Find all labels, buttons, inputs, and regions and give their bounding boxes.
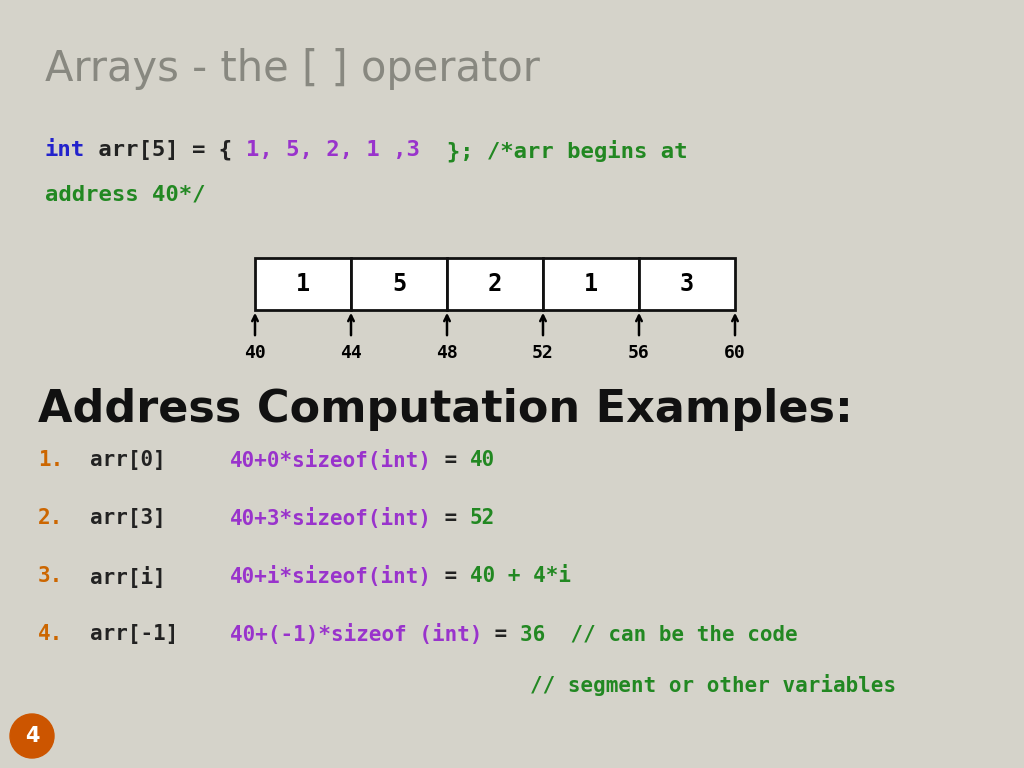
Text: 40+i*sizeof(int): 40+i*sizeof(int)	[230, 566, 432, 587]
Text: 40+3*sizeof(int): 40+3*sizeof(int)	[230, 508, 432, 529]
Text: =: =	[482, 624, 520, 644]
Text: 40: 40	[244, 344, 266, 362]
Text: 40: 40	[470, 450, 496, 470]
Text: arr[3]: arr[3]	[90, 508, 166, 528]
Text: arr[5] = {: arr[5] = {	[85, 140, 246, 161]
Text: arr[0]: arr[0]	[90, 450, 166, 470]
Text: 48: 48	[436, 344, 458, 362]
Text: 1: 1	[296, 272, 310, 296]
Bar	[351, 258, 447, 310]
Text: =: =	[432, 450, 470, 470]
Text: 40+0*sizeof(int): 40+0*sizeof(int)	[230, 450, 432, 471]
Text: 56: 56	[628, 344, 650, 362]
Text: =: =	[432, 566, 470, 586]
Text: 4.: 4.	[38, 624, 63, 644]
Bar	[543, 258, 639, 310]
Text: 1, 5, 2, 1 ,3: 1, 5, 2, 1 ,3	[246, 140, 420, 160]
Text: 40+(-1)*sizeof (int): 40+(-1)*sizeof (int)	[230, 624, 482, 645]
Text: 3.: 3.	[38, 566, 63, 586]
Text: int: int	[45, 140, 85, 160]
Text: Address Computation Examples:: Address Computation Examples:	[38, 388, 853, 431]
Bar	[255, 258, 351, 310]
Text: 2: 2	[487, 272, 502, 296]
Text: }; /*arr begins at: }; /*arr begins at	[420, 140, 687, 163]
Bar	[639, 258, 735, 310]
Text: 44: 44	[340, 344, 361, 362]
Text: Arrays - the [ ] operator: Arrays - the [ ] operator	[45, 48, 540, 90]
Text: address 40*/: address 40*/	[45, 184, 206, 204]
Text: 52: 52	[532, 344, 554, 362]
Text: // segment or other variables: // segment or other variables	[530, 674, 896, 696]
Text: 1: 1	[584, 272, 598, 296]
Text: 40 + 4*i: 40 + 4*i	[470, 566, 570, 586]
Text: arr[i]: arr[i]	[90, 566, 166, 588]
Text: 3: 3	[680, 272, 694, 296]
Circle shape	[10, 714, 54, 758]
Text: arr[-1]: arr[-1]	[90, 624, 178, 644]
FancyBboxPatch shape	[8, 8, 1016, 760]
Text: 2.: 2.	[38, 508, 63, 528]
Text: 5: 5	[392, 272, 407, 296]
Text: 60: 60	[724, 344, 745, 362]
Text: 36  // can be the code: 36 // can be the code	[520, 624, 798, 644]
Text: 1.: 1.	[38, 450, 63, 470]
Bar	[447, 258, 543, 310]
Text: 52: 52	[470, 508, 496, 528]
Text: 4: 4	[25, 726, 39, 746]
Text: =: =	[432, 508, 470, 528]
